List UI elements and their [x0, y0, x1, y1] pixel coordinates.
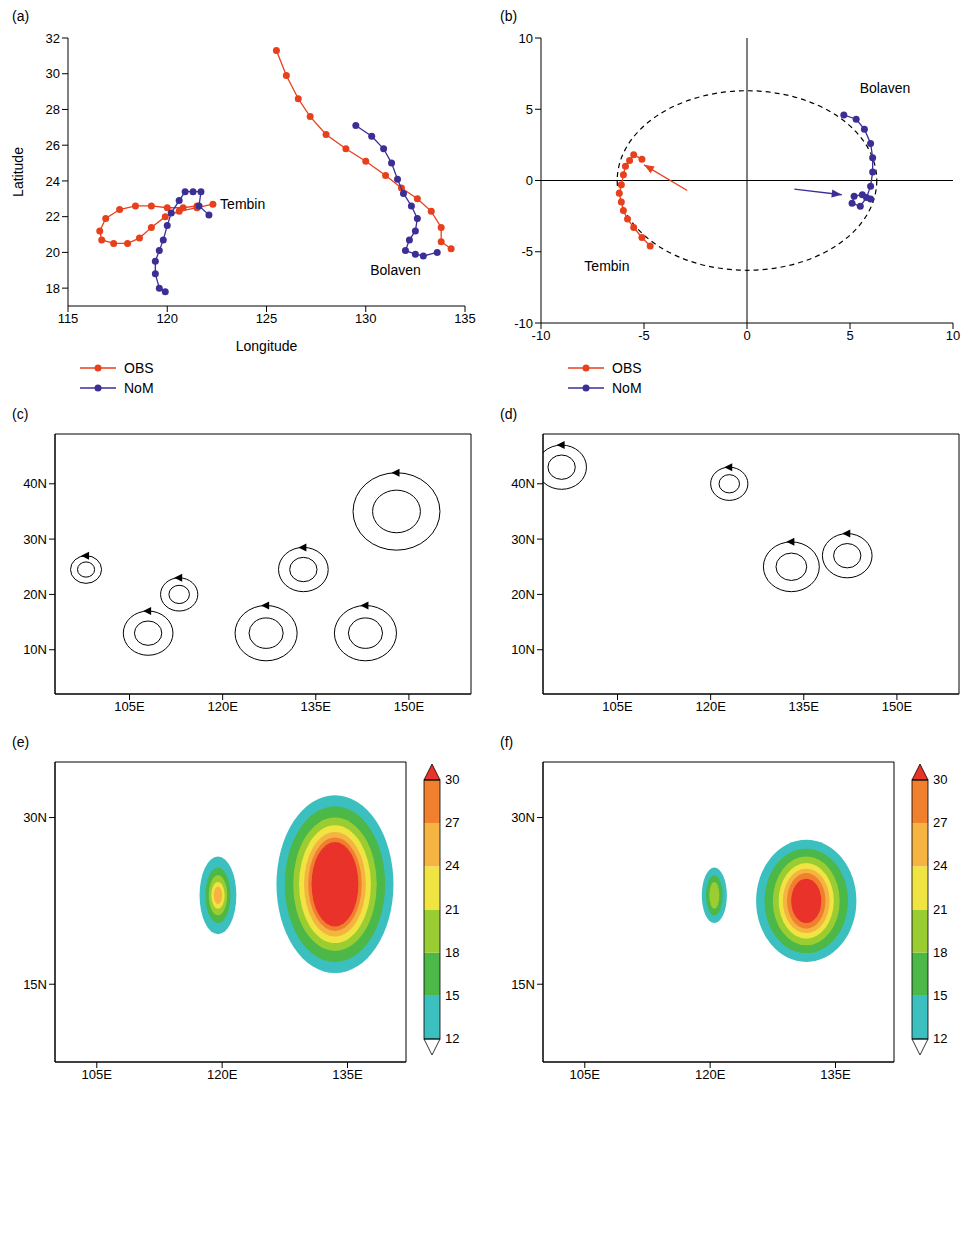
- svg-text:32: 32: [46, 31, 60, 46]
- svg-text:135E: 135E: [332, 1067, 363, 1082]
- svg-text:105E: 105E: [570, 1067, 601, 1082]
- html-text:(b): (b): [500, 8, 518, 24]
- html-text:(c): (c): [12, 406, 29, 422]
- html-text:OBS: OBS: [612, 360, 642, 376]
- svg-text:130: 130: [355, 311, 377, 326]
- svg-text:15: 15: [933, 988, 947, 1003]
- svg-text:20N: 20N: [23, 587, 47, 602]
- svg-text:Latitude: Latitude: [10, 147, 26, 197]
- html-text:(d): (d): [500, 406, 518, 422]
- svg-text:15N: 15N: [23, 977, 47, 992]
- svg-text:30: 30: [445, 772, 459, 787]
- svg-text:10N: 10N: [511, 642, 535, 657]
- svg-text:-5: -5: [638, 328, 650, 343]
- svg-text:27: 27: [445, 815, 459, 830]
- svg-text:135E: 135E: [301, 699, 332, 714]
- svg-text:28: 28: [46, 102, 60, 117]
- svg-text:120: 120: [156, 311, 178, 326]
- svg-text:0: 0: [743, 328, 750, 343]
- svg-text:Longitude: Longitude: [236, 338, 298, 354]
- svg-text:18: 18: [445, 945, 459, 960]
- svg-text:135: 135: [454, 311, 476, 326]
- svg-text:24: 24: [46, 174, 60, 189]
- svg-text:5: 5: [526, 102, 533, 117]
- svg-text:40N: 40N: [511, 476, 535, 491]
- svg-text:120E: 120E: [695, 1067, 726, 1082]
- svg-text:-5: -5: [521, 244, 533, 259]
- html-text:NoM: NoM: [124, 380, 154, 396]
- svg-text:135E: 135E: [820, 1067, 851, 1082]
- svg-text:10: 10: [519, 31, 533, 46]
- svg-text:18: 18: [46, 281, 60, 296]
- svg-text:30N: 30N: [23, 810, 47, 825]
- svg-text:-10: -10: [532, 328, 551, 343]
- svg-text:120E: 120E: [207, 699, 238, 714]
- svg-text:Tembin: Tembin: [220, 196, 265, 212]
- svg-text:135E: 135E: [789, 699, 820, 714]
- svg-text:115: 115: [58, 311, 79, 326]
- svg-text:150E: 150E: [882, 699, 913, 714]
- html-text:(a): (a): [12, 8, 30, 24]
- svg-text:15N: 15N: [511, 977, 535, 992]
- svg-text:Tembin: Tembin: [584, 258, 629, 274]
- svg-text:21: 21: [933, 902, 947, 917]
- svg-text:10N: 10N: [23, 642, 47, 657]
- svg-text:5: 5: [846, 328, 853, 343]
- svg-text:12: 12: [933, 1031, 947, 1046]
- svg-text:120E: 120E: [695, 699, 726, 714]
- svg-text:-10: -10: [514, 316, 533, 331]
- svg-text:30: 30: [933, 772, 947, 787]
- svg-text:22: 22: [46, 209, 60, 224]
- svg-text:105E: 105E: [114, 699, 145, 714]
- svg-text:12: 12: [445, 1031, 459, 1046]
- svg-text:24: 24: [933, 858, 947, 873]
- html-text:(e): (e): [12, 734, 30, 750]
- svg-text:21: 21: [445, 902, 459, 917]
- svg-text:Bolaven: Bolaven: [370, 262, 421, 278]
- html-text:OBS: OBS: [124, 360, 154, 376]
- svg-text:120E: 120E: [207, 1067, 238, 1082]
- svg-text:Bolaven: Bolaven: [860, 80, 911, 96]
- svg-text:40N: 40N: [23, 476, 47, 491]
- svg-text:150E: 150E: [394, 699, 425, 714]
- svg-text:105E: 105E: [82, 1067, 113, 1082]
- html-text:(f): (f): [500, 734, 514, 750]
- svg-text:30N: 30N: [511, 810, 535, 825]
- svg-text:30: 30: [46, 66, 60, 81]
- svg-text:10: 10: [946, 328, 960, 343]
- svg-text:24: 24: [445, 858, 459, 873]
- svg-text:27: 27: [933, 815, 947, 830]
- svg-text:26: 26: [46, 138, 60, 153]
- svg-text:105E: 105E: [602, 699, 633, 714]
- svg-text:20N: 20N: [511, 587, 535, 602]
- svg-text:18: 18: [933, 945, 947, 960]
- svg-text:0: 0: [526, 173, 533, 188]
- svg-text:30N: 30N: [23, 532, 47, 547]
- svg-text:15: 15: [445, 988, 459, 1003]
- svg-text:30N: 30N: [511, 532, 535, 547]
- html-text:NoM: NoM: [612, 380, 642, 396]
- svg-text:125: 125: [256, 311, 278, 326]
- svg-text:20: 20: [46, 245, 60, 260]
